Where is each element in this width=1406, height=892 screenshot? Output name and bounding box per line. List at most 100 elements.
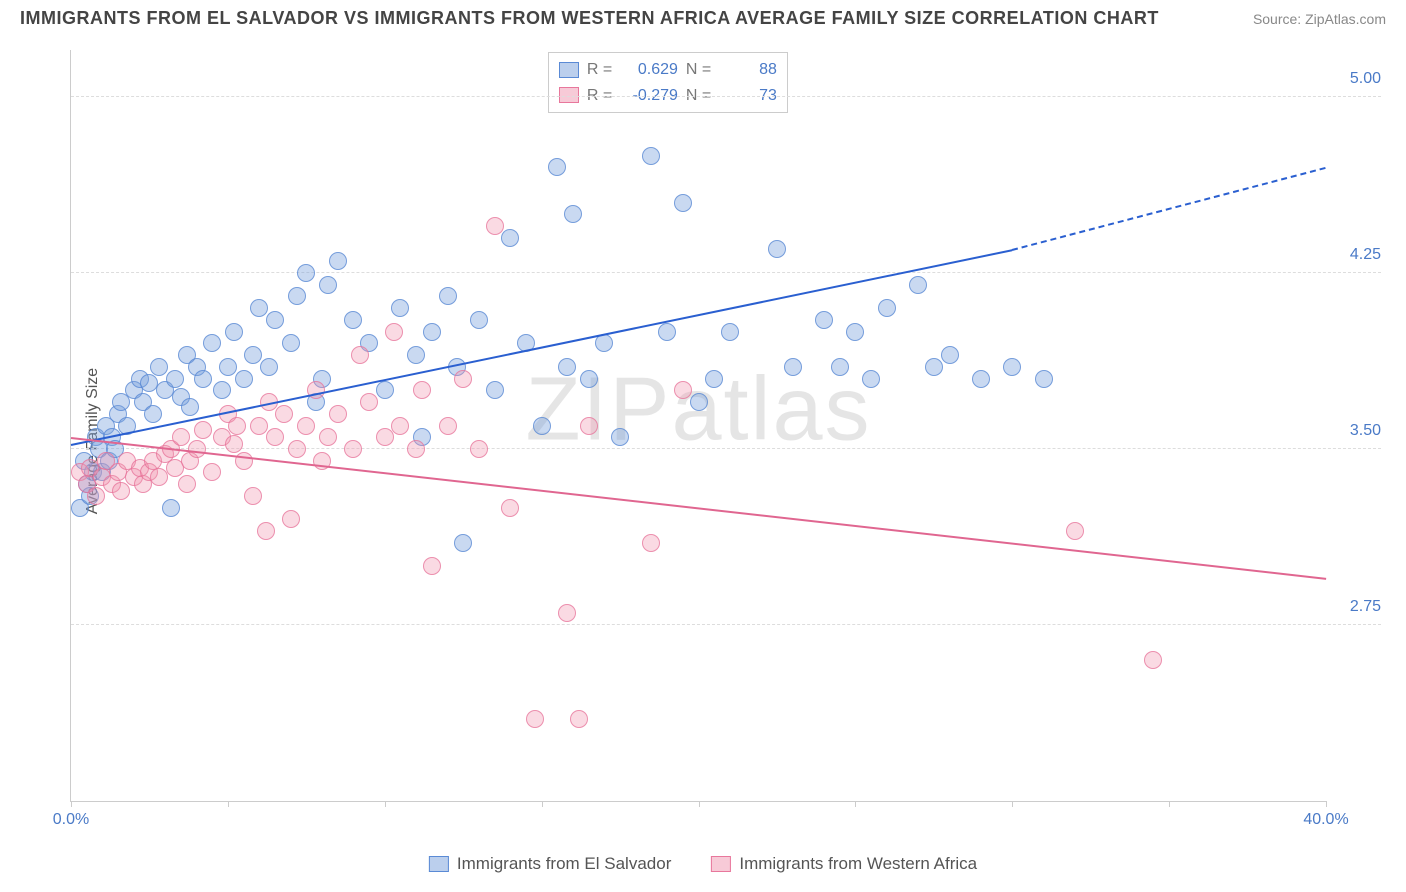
chart-container: Average Family Size ZIPatlas R = 0.629 N… xyxy=(50,50,1386,832)
data-point xyxy=(407,346,425,364)
stat-n-value-1: 88 xyxy=(722,57,777,83)
data-point xyxy=(250,299,268,317)
data-point xyxy=(319,276,337,294)
data-point xyxy=(181,398,199,416)
data-point xyxy=(225,435,243,453)
data-point xyxy=(112,482,130,500)
data-point xyxy=(784,358,802,376)
data-point xyxy=(674,381,692,399)
data-point xyxy=(558,604,576,622)
trend-line xyxy=(1012,167,1326,251)
stats-box: R = 0.629 N = 88 R = -0.279 N = 73 xyxy=(548,52,788,113)
data-point xyxy=(548,158,566,176)
data-point xyxy=(564,205,582,223)
legend-swatch-blue-icon xyxy=(429,856,449,872)
data-point xyxy=(376,381,394,399)
grid-line xyxy=(71,96,1381,97)
x-tick-label: 40.0% xyxy=(1303,811,1348,829)
data-point xyxy=(721,323,739,341)
data-point xyxy=(250,417,268,435)
data-point xyxy=(674,194,692,212)
data-point xyxy=(423,557,441,575)
data-point xyxy=(558,358,576,376)
data-point xyxy=(166,370,184,388)
data-point xyxy=(570,710,588,728)
x-tick xyxy=(385,801,386,807)
data-point xyxy=(344,440,362,458)
data-point xyxy=(831,358,849,376)
data-point xyxy=(144,405,162,423)
x-tick xyxy=(542,801,543,807)
data-point xyxy=(213,381,231,399)
stat-r-label: R = xyxy=(587,57,615,83)
data-point xyxy=(351,346,369,364)
data-point xyxy=(391,299,409,317)
x-tick xyxy=(855,801,856,807)
legend-label-1: Immigrants from El Salvador xyxy=(457,854,671,874)
data-point xyxy=(1003,358,1021,376)
data-point xyxy=(391,417,409,435)
data-point xyxy=(972,370,990,388)
data-point xyxy=(526,710,544,728)
grid-line xyxy=(71,272,1381,273)
data-point xyxy=(329,405,347,423)
y-tick-label: 2.75 xyxy=(1350,598,1381,616)
data-point xyxy=(87,487,105,505)
data-point xyxy=(150,358,168,376)
data-point xyxy=(611,428,629,446)
data-point xyxy=(288,440,306,458)
data-point xyxy=(815,311,833,329)
x-tick-label: 0.0% xyxy=(53,811,89,829)
data-point xyxy=(454,534,472,552)
legend-swatch-pink-icon xyxy=(711,856,731,872)
data-point xyxy=(1066,522,1084,540)
data-point xyxy=(925,358,943,376)
data-point xyxy=(595,334,613,352)
data-point xyxy=(194,421,212,439)
data-point xyxy=(219,358,237,376)
data-point xyxy=(376,428,394,446)
grid-line xyxy=(71,624,1381,625)
data-point xyxy=(244,487,262,505)
data-point xyxy=(194,370,212,388)
data-point xyxy=(501,499,519,517)
legend-item-1: Immigrants from El Salvador xyxy=(429,854,671,874)
data-point xyxy=(172,428,190,446)
data-point xyxy=(266,311,284,329)
data-point xyxy=(486,217,504,235)
data-point xyxy=(642,534,660,552)
data-point xyxy=(162,499,180,517)
data-point xyxy=(260,358,278,376)
stats-row-series1: R = 0.629 N = 88 xyxy=(559,57,777,83)
chart-header: IMMIGRANTS FROM EL SALVADOR VS IMMIGRANT… xyxy=(0,0,1406,33)
data-point xyxy=(319,428,337,446)
data-point xyxy=(941,346,959,364)
stat-r-value-1: 0.629 xyxy=(623,57,678,83)
x-tick xyxy=(699,801,700,807)
data-point xyxy=(580,417,598,435)
data-point xyxy=(501,229,519,247)
data-point xyxy=(235,370,253,388)
source-attribution: Source: ZipAtlas.com xyxy=(1253,11,1386,27)
data-point xyxy=(225,323,243,341)
data-point xyxy=(360,393,378,411)
y-tick-label: 5.00 xyxy=(1350,70,1381,88)
x-tick xyxy=(1326,801,1327,807)
x-tick xyxy=(1169,801,1170,807)
data-point xyxy=(878,299,896,317)
swatch-blue-icon xyxy=(559,62,579,78)
data-point xyxy=(297,417,315,435)
data-point xyxy=(658,323,676,341)
data-point xyxy=(282,334,300,352)
chart-title: IMMIGRANTS FROM EL SALVADOR VS IMMIGRANT… xyxy=(20,8,1159,29)
data-point xyxy=(188,440,206,458)
data-point xyxy=(846,323,864,341)
data-point xyxy=(909,276,927,294)
y-tick-label: 3.50 xyxy=(1350,422,1381,440)
x-tick xyxy=(1012,801,1013,807)
data-point xyxy=(1035,370,1053,388)
data-point xyxy=(297,264,315,282)
data-point xyxy=(329,252,347,270)
x-tick xyxy=(71,801,72,807)
data-point xyxy=(413,381,431,399)
